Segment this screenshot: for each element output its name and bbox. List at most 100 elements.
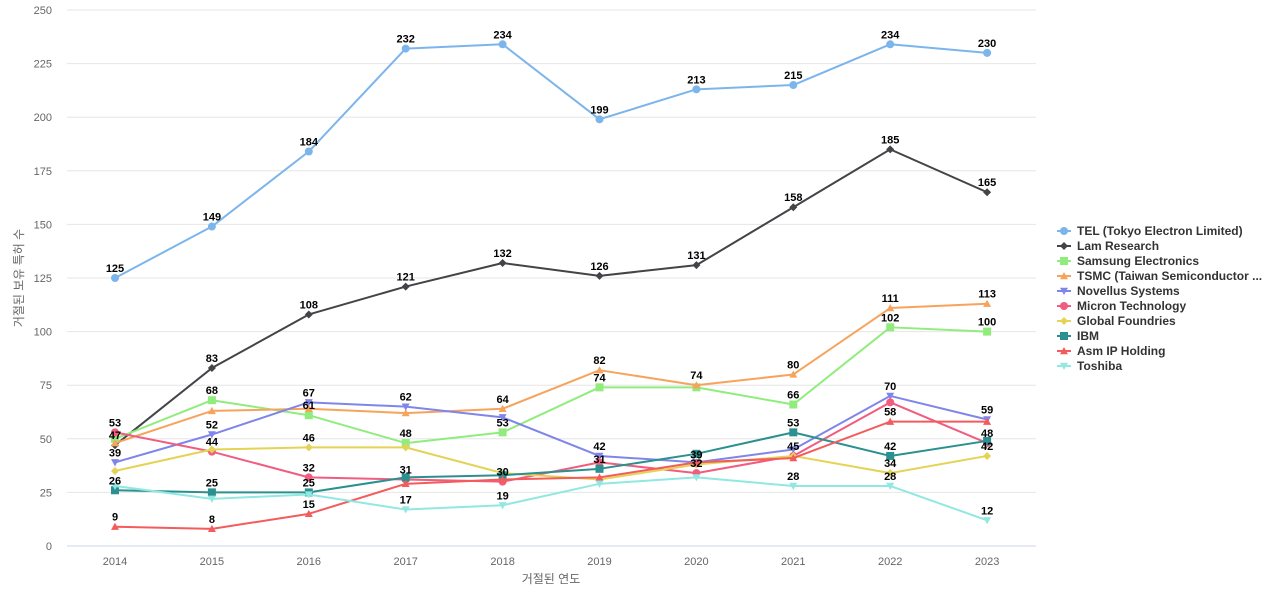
data-point bbox=[207, 364, 216, 373]
data-label: 52 bbox=[206, 420, 218, 432]
x-tick-label: 2018 bbox=[490, 556, 514, 568]
data-label: 102 bbox=[881, 312, 899, 324]
data-label: 165 bbox=[978, 177, 996, 189]
data-label: 125 bbox=[106, 263, 124, 275]
y-tick-label: 175 bbox=[34, 166, 52, 178]
legend-marker bbox=[1060, 347, 1068, 355]
x-tick-label: 2015 bbox=[200, 556, 224, 568]
data-point bbox=[111, 434, 119, 443]
data-label: 26 bbox=[109, 475, 121, 487]
legend-item[interactable]: Toshiba bbox=[1057, 359, 1122, 373]
data-point bbox=[304, 509, 313, 518]
data-point bbox=[401, 439, 410, 448]
data-label: 59 bbox=[981, 405, 993, 417]
data-label: 234 bbox=[493, 29, 512, 41]
series-line bbox=[114, 420, 988, 530]
series-line bbox=[114, 148, 988, 447]
data-point bbox=[498, 404, 507, 412]
data-point bbox=[886, 40, 895, 49]
y-tick-label: 225 bbox=[34, 59, 52, 71]
legend-item[interactable]: IBM bbox=[1057, 329, 1099, 343]
data-point bbox=[595, 473, 604, 481]
data-label: 61 bbox=[303, 400, 315, 412]
data-point bbox=[207, 431, 216, 439]
data-point bbox=[886, 417, 895, 425]
data-point bbox=[595, 480, 604, 488]
data-point bbox=[886, 392, 895, 400]
data-point bbox=[983, 417, 992, 425]
y-tick-label: 100 bbox=[34, 327, 52, 339]
series-line bbox=[114, 476, 988, 522]
data-label: 185 bbox=[881, 134, 899, 146]
data-point bbox=[789, 482, 798, 490]
data-label: 44 bbox=[206, 437, 219, 449]
data-point bbox=[304, 310, 313, 319]
data-label: 74 bbox=[690, 370, 703, 382]
data-point bbox=[401, 44, 410, 53]
x-tick-label: 2021 bbox=[781, 556, 805, 568]
x-tick-label: 2017 bbox=[393, 556, 417, 568]
legend: TEL (Tokyo Electron Limited)Lam Research… bbox=[1057, 224, 1262, 373]
x-axis-title: 거절된 연도 bbox=[522, 572, 581, 586]
data-point bbox=[207, 445, 216, 454]
data-label: 32 bbox=[690, 458, 702, 470]
data-point bbox=[498, 471, 507, 480]
data-point bbox=[498, 414, 507, 422]
data-label: 15 bbox=[303, 499, 315, 511]
data-label: 70 bbox=[884, 381, 896, 393]
data-label: 234 bbox=[881, 29, 900, 41]
data-label: 74 bbox=[593, 372, 606, 384]
data-point bbox=[111, 274, 119, 282]
data-label: 25 bbox=[206, 477, 218, 489]
data-label: 30 bbox=[496, 467, 508, 479]
data-point bbox=[498, 40, 507, 49]
legend-item[interactable]: Lam Research bbox=[1057, 239, 1159, 253]
data-label: 62 bbox=[400, 392, 412, 404]
series-9 bbox=[111, 474, 992, 525]
legend-item[interactable]: TSMC (Taiwan Semiconductor ... bbox=[1057, 269, 1262, 283]
data-label: 48 bbox=[981, 428, 993, 440]
data-point bbox=[983, 327, 992, 336]
data-point bbox=[886, 469, 895, 478]
series-line bbox=[114, 431, 988, 494]
data-point bbox=[304, 404, 313, 412]
legend-label: TEL (Tokyo Electron Limited) bbox=[1077, 224, 1243, 238]
data-label: 39 bbox=[109, 447, 121, 459]
y-tick-label: 125 bbox=[34, 273, 52, 285]
legend-item[interactable]: TEL (Tokyo Electron Limited) bbox=[1057, 224, 1243, 238]
legend-item[interactable]: Asm IP Holding bbox=[1057, 344, 1165, 358]
legend-item[interactable]: Micron Technology bbox=[1057, 299, 1186, 313]
data-label: 184 bbox=[300, 137, 319, 149]
legend-item[interactable]: Novellus Systems bbox=[1057, 284, 1180, 298]
legend-label: TSMC (Taiwan Semiconductor ... bbox=[1077, 269, 1262, 283]
data-label: 28 bbox=[884, 471, 896, 483]
data-point bbox=[401, 403, 410, 411]
x-tick-label: 2019 bbox=[587, 556, 611, 568]
data-point bbox=[207, 406, 216, 415]
series bbox=[111, 40, 992, 533]
data-label: 158 bbox=[784, 192, 802, 204]
data-label: 58 bbox=[884, 407, 896, 419]
series-0 bbox=[111, 40, 992, 282]
data-label: 32 bbox=[303, 462, 315, 474]
data-point bbox=[111, 439, 119, 447]
data-point bbox=[789, 400, 798, 409]
data-label: 131 bbox=[687, 250, 705, 262]
y-axis-title: 거절된 보유 특허 수 bbox=[12, 229, 26, 327]
data-label: 48 bbox=[400, 428, 412, 440]
legend-item[interactable]: Global Foundries bbox=[1057, 314, 1176, 328]
data-label: 232 bbox=[397, 34, 415, 46]
data-point bbox=[595, 452, 604, 460]
series-4 bbox=[111, 392, 992, 467]
x-tick-label: 2023 bbox=[975, 556, 999, 568]
legend-label: Micron Technology bbox=[1077, 299, 1186, 313]
data-point bbox=[595, 464, 604, 473]
series-3 bbox=[111, 299, 992, 447]
data-point bbox=[207, 488, 216, 497]
data-label: 68 bbox=[206, 385, 218, 397]
legend-item[interactable]: Samsung Electronics bbox=[1057, 254, 1199, 268]
data-point bbox=[886, 398, 895, 407]
data-point bbox=[983, 517, 992, 525]
data-point bbox=[401, 282, 410, 291]
